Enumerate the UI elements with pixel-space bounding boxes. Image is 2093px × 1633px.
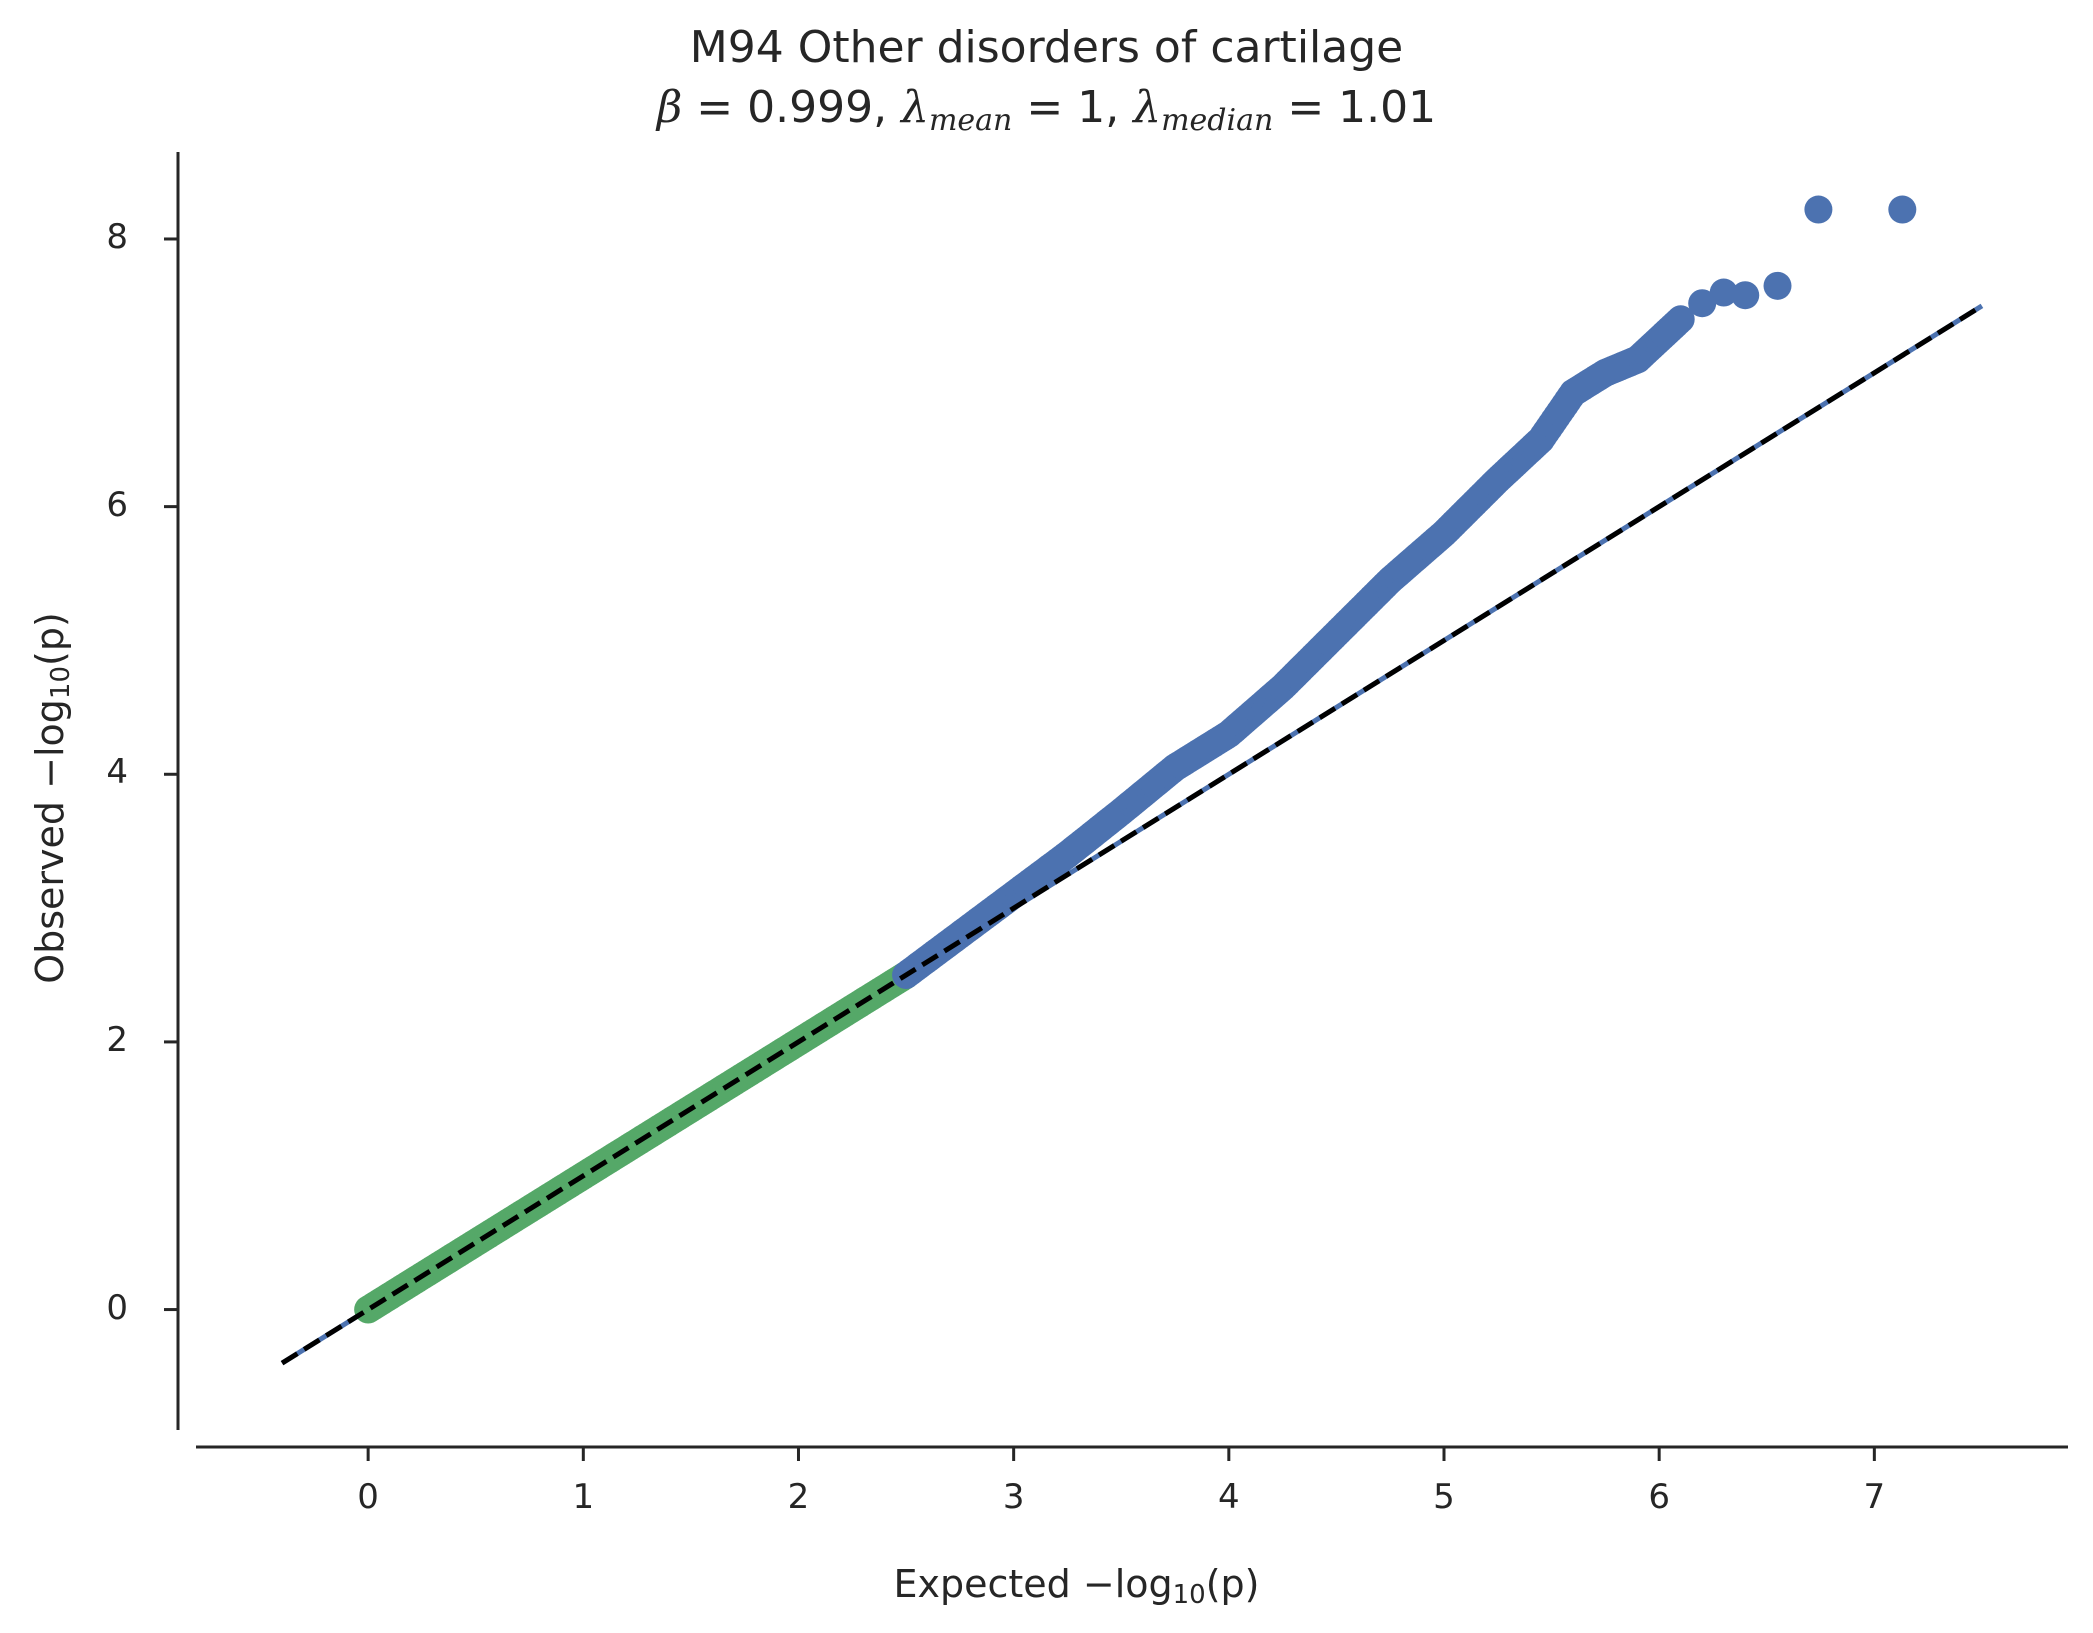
data-point xyxy=(1763,271,1792,300)
points-layer xyxy=(354,195,1917,1324)
data-point xyxy=(1688,289,1717,318)
reference-line-dashed xyxy=(280,303,1984,1366)
y-tick-label: 2 xyxy=(106,1019,128,1060)
data-point xyxy=(1666,305,1695,334)
y-tick-label: 4 xyxy=(106,752,128,793)
x-tick-label: 1 xyxy=(572,1477,595,1517)
x-axis-label: Expected −log10(p) xyxy=(893,1562,1260,1610)
chart-subtitle: β = 0.999, λmean = 1, λmedian = 1.01 xyxy=(656,82,1437,138)
x-tick-label: 4 xyxy=(1217,1477,1240,1517)
x-tick-label: 5 xyxy=(1433,1477,1455,1517)
chart-title: M94 Other disorders of cartilage xyxy=(689,22,1404,73)
x-tick-label: 7 xyxy=(1863,1477,1886,1517)
y-tick-label: 0 xyxy=(106,1287,128,1328)
y-tick-label: 6 xyxy=(106,484,128,525)
data-point xyxy=(1888,195,1917,224)
reference-line xyxy=(280,303,1984,1366)
x-tick-label: 3 xyxy=(1002,1477,1025,1517)
x-tick-label: 0 xyxy=(357,1477,379,1517)
y-axis-label: Observed −log10(p) xyxy=(28,612,76,984)
x-tick-label: 2 xyxy=(787,1477,810,1517)
data-point xyxy=(1804,195,1833,224)
axes xyxy=(164,152,2068,1461)
y-tick-label: 8 xyxy=(106,216,128,257)
data-point xyxy=(1709,278,1738,307)
data-point xyxy=(1731,281,1760,310)
x-tick-label: 6 xyxy=(1648,1477,1670,1517)
